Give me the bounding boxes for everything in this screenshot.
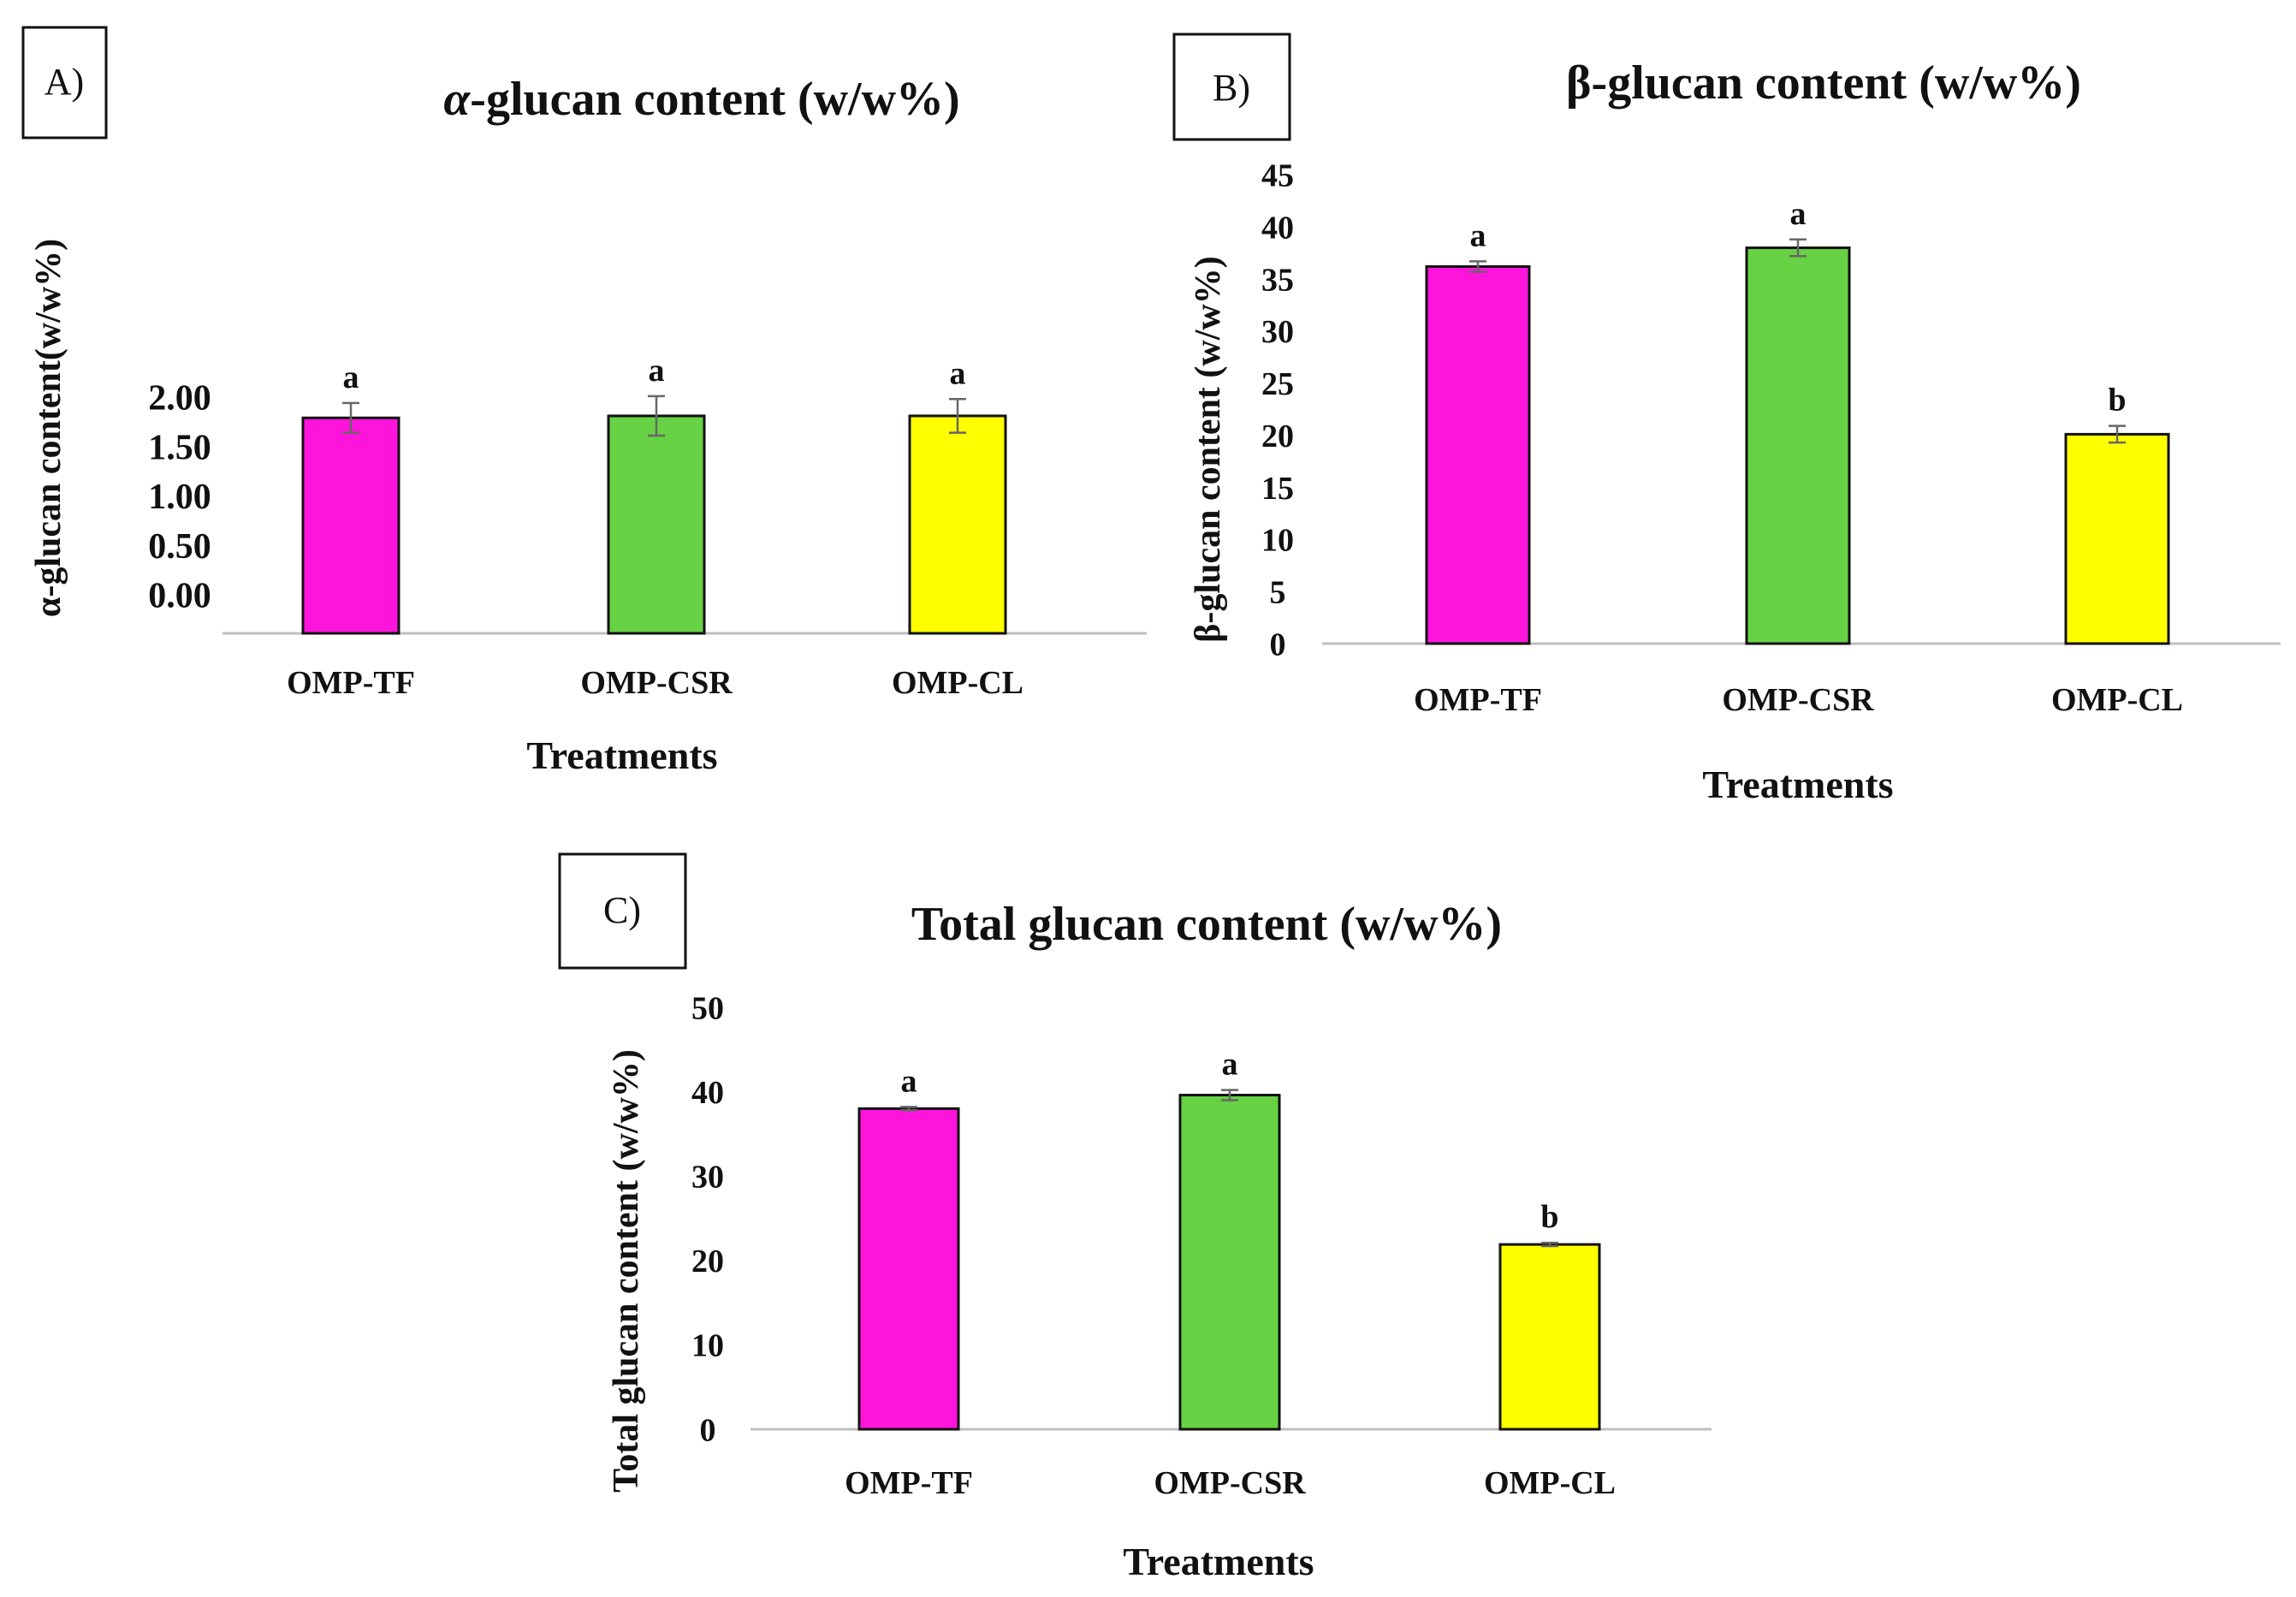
panel-c-x-axis-label: Treatments [1123,1540,1314,1583]
significance-letter: a [1222,1047,1238,1083]
bar-omp-tf [1425,264,1531,645]
bar-omp-cl [2064,432,2170,645]
panel-a-y-axis-label: α-glucan content(w/w%) [29,239,68,617]
x-tick-label: OMP-TF [287,665,415,701]
panel-a-title-text: -glucan content (w/w%) [470,73,959,126]
error-bar [900,1106,917,1112]
y-tick-label: 0.00 [148,577,211,616]
y-tick-label: 0 [1270,626,1286,662]
x-tick-label: OMP-CSR [1722,682,1874,718]
x-tick-label: OMP-CSR [1154,1465,1306,1501]
panel-b-title: β-glucan content (w/w%) [1566,56,2081,110]
x-tick-label: OMP-TF [845,1465,973,1501]
bar-omp-csr [1178,1094,1281,1431]
y-tick-label: 10 [691,1328,724,1364]
y-tick-label: 30 [1261,314,1294,350]
y-tick-label: 30 [691,1160,724,1196]
error-bar [1789,238,1807,258]
panel-a-x-axis-label: Treatments [526,733,717,777]
panel-b-label-box [1172,33,1291,141]
y-tick-label: 20 [1261,419,1294,454]
panel-b-marks: a a b [1425,196,2170,645]
error-bar [1221,1089,1238,1101]
significance-letter: b [1540,1199,1558,1235]
panel-b-categories: OMP-TF OMP-CSR OMP-CL [1414,682,2183,718]
bar-omp-tf [301,416,400,635]
y-tick-label: 50 [691,990,724,1026]
panel-b-y-axis-label: β-glucan content (w/w%) [1189,256,1228,642]
error-bar [949,398,966,434]
panel-c-marks: a a b [857,1047,1601,1431]
y-tick-label: 10 [1261,523,1294,559]
y-tick-label: 15 [1261,471,1294,507]
panel-b: B) β-glucan content (w/w%) β-glucan cont… [1172,33,2281,806]
panel-a-label: A) [44,61,84,103]
panel-c-y-axis-label: Total glucan content (w/w%) [607,1049,646,1493]
significance-letter: a [950,355,966,391]
y-tick-label: 45 [1261,158,1294,194]
y-tick-label: 2.00 [148,379,211,419]
panel-c-categories: OMP-TF OMP-CSR OMP-CL [845,1465,1616,1501]
y-tick-label: 0 [700,1412,716,1448]
significance-letter: b [2108,383,2126,419]
panel-c-label-box [558,852,687,970]
error-bar [342,401,359,434]
panel-a-categories: OMP-TF OMP-CSR OMP-CL [287,665,1023,701]
x-tick-label: OMP-CL [2051,682,2183,718]
panel-b-label: B) [1213,67,1250,109]
error-bar [1469,260,1486,273]
significance-letter: a [649,353,665,389]
y-tick-label: 1.50 [148,428,211,467]
y-tick-label: 5 [1270,574,1286,610]
panel-a-label-box [21,26,108,140]
x-tick-label: OMP-TF [1414,682,1542,718]
error-bar [648,395,665,437]
y-tick-label: 0.50 [148,527,211,567]
x-tick-label: OMP-CL [1484,1465,1616,1501]
bar-omp-csr [1745,246,1851,645]
x-tick-label: OMP-CSR [580,665,733,701]
significance-letter: a [343,359,359,395]
panel-b-x-axis-label: Treatments [1702,763,1893,806]
y-tick-label: 25 [1261,366,1294,402]
bar-omp-csr [607,414,706,635]
y-tick-label: 20 [691,1244,724,1279]
panel-a: A) α-glucan content (w/w%) α-glucan cont… [21,26,1147,777]
bar-omp-cl [1498,1243,1601,1431]
panel-c: C) Total glucan content (w/w%) Total glu… [558,852,1712,1583]
significance-letter: a [901,1063,917,1099]
panel-c-label: C) [603,889,641,931]
significance-letter: a [1790,196,1807,232]
error-bar [2109,424,2126,444]
y-tick-label: 40 [1261,211,1294,246]
y-tick-label: 40 [691,1075,724,1111]
bar-omp-tf [857,1107,960,1431]
panel-c-title: Total glucan content (w/w%) [911,898,1502,951]
y-tick-label: 1.00 [148,478,211,517]
y-tick-label: 35 [1261,262,1294,298]
panel-a-title-symbol: α [443,73,471,126]
error-bar [1541,1241,1558,1248]
significance-letter: a [1470,217,1486,253]
panel-a-title: α-glucan content (w/w%) [443,73,959,126]
bar-omp-cl [908,414,1007,635]
x-tick-label: OMP-CL [892,665,1023,701]
